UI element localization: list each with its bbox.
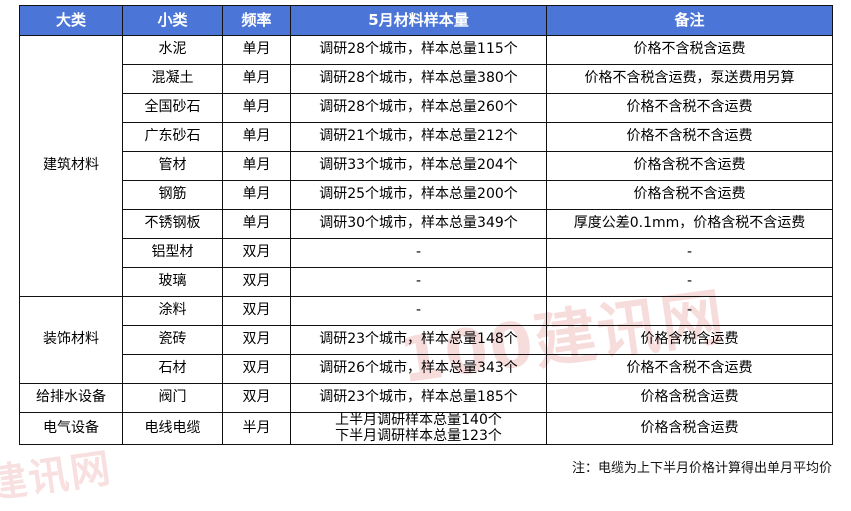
volume-cell: 调研30个城市，样本总量349个 — [290, 209, 547, 239]
note-cell: - — [546, 267, 833, 297]
table-row: 装饰材料 涂料 双月 - - — [19, 296, 833, 384]
header-row: 大类 小类 频率 5月材料样本量 备注 — [19, 5, 833, 36]
note-cell: - — [546, 238, 833, 268]
sample-volume-table-container: 大类 小类 频率 5月材料样本量 备注 建筑材料 水泥 单月 调研28个城市，样… — [19, 5, 833, 446]
subcategory-cell: 电线电缆 — [122, 411, 223, 446]
volume-cell: - — [290, 267, 547, 297]
subcategory-cell: 瓷砖 — [122, 325, 223, 355]
frequency-cell: 单月 — [222, 122, 291, 152]
category-cell-plumbing: 给排水设备 — [19, 383, 123, 413]
table-row: 瓷砖 双月 调研23个城市，样本总量148个 价格含税含运费 — [20, 325, 833, 355]
table-row: 给排水设备 阀门 双月 调研23个城市，样本总量185个 价格含税含运费 — [19, 383, 833, 413]
footer-note: 注：电缆为上下半月价格计算得出单月平均价 — [571, 461, 832, 476]
volume-cell: 调研28个城市，样本总量380个 — [290, 64, 547, 94]
frequency-cell: 单月 — [222, 209, 291, 239]
frequency-cell: 单月 — [222, 151, 291, 181]
volume-cell: 调研23个城市，样本总量148个 — [290, 325, 547, 355]
subcategory-cell: 石材 — [122, 354, 223, 384]
table-header: 大类 小类 频率 5月材料样本量 备注 — [19, 5, 833, 36]
table-row: 铝型材 双月 - - — [20, 238, 833, 268]
frequency-cell: 双月 — [222, 267, 291, 297]
volume-cell: - — [290, 238, 547, 268]
table-row: 石材 双月 调研26个城市，样本总量343个 价格不含税不含运费 — [20, 354, 833, 384]
subcategory-cell: 涂料 — [122, 296, 223, 326]
volume-cell: 调研23个城市，样本总量185个 — [290, 383, 547, 413]
note-cell: 价格不含税不含运费 — [546, 122, 833, 152]
frequency-cell: 单月 — [222, 64, 291, 94]
frequency-cell: 双月 — [222, 383, 291, 413]
note-cell: 价格不含税含运费，泵送费用另算 — [546, 64, 833, 94]
subcategory-cell: 管材 — [122, 151, 223, 181]
category-cell-electrical: 电气设备 — [19, 411, 123, 446]
table-row: 钢筋 单月 调研25个城市，样本总量200个 价格含税不含运费 — [20, 180, 833, 210]
table-row: 混凝土 单月 调研28个城市，样本总量380个 价格不含税含运费，泵送费用另算 — [20, 64, 833, 94]
volume-line-second-half: 下半月调研样本总量123个 — [335, 427, 502, 444]
volume-cell: 调研21个城市，样本总量212个 — [290, 122, 547, 152]
column-header-frequency: 频率 — [222, 5, 291, 36]
volume-cell: 上半月调研样本总量140个 下半月调研样本总量123个 — [290, 411, 547, 446]
frequency-cell: 半月 — [222, 411, 291, 446]
volume-cell: 调研25个城市，样本总量200个 — [290, 180, 547, 210]
volume-cell: 调研28个城市，样本总量115个 — [290, 35, 547, 65]
subcategory-cell: 不锈钢板 — [122, 209, 223, 239]
table-row: 管材 单月 调研33个城市，样本总量204个 价格含税不含运费 — [20, 151, 833, 181]
column-header-subcategory: 小类 — [122, 5, 223, 36]
table-row: 建筑材料 水泥 单月 调研28个城市，样本总量115个 价格不含税含运费 — [19, 35, 833, 297]
category-cell-decoration: 装饰材料 — [19, 296, 123, 384]
column-header-category: 大类 — [19, 5, 123, 36]
volume-line-first-half: 上半月调研样本总量140个 — [335, 412, 502, 428]
note-cell: 价格含税不含运费 — [546, 180, 833, 210]
table-row: 玻璃 双月 - - — [20, 267, 833, 297]
table-body: 建筑材料 水泥 单月 调研28个城市，样本总量115个 价格不含税含运费 混凝土… — [19, 35, 833, 446]
watermark-bottom-left: 建讯网 — [0, 445, 116, 509]
volume-cell: 调研28个城市，样本总量260个 — [290, 93, 547, 123]
note-cell: 价格含税含运费 — [546, 383, 833, 413]
volume-cell: 调研33个城市，样本总量204个 — [290, 151, 547, 181]
category-cell-construction: 建筑材料 — [19, 35, 123, 297]
note-cell: 价格不含税不含运费 — [546, 354, 833, 384]
frequency-cell: 单月 — [222, 180, 291, 210]
subcategory-cell: 玻璃 — [122, 267, 223, 297]
note-cell: 价格不含税不含运费 — [546, 93, 833, 123]
frequency-cell: 双月 — [222, 325, 291, 355]
subcategory-cell: 全国砂石 — [122, 93, 223, 123]
subcategory-cell: 铝型材 — [122, 238, 223, 268]
frequency-cell: 双月 — [222, 238, 291, 268]
subcategory-cell: 阀门 — [122, 383, 223, 413]
column-header-note: 备注 — [546, 5, 833, 36]
table-row: 不锈钢板 单月 调研30个城市，样本总量349个 厚度公差0.1mm，价格含税不… — [20, 209, 833, 239]
table-row: 全国砂石 单月 调研28个城市，样本总量260个 价格不含税不含运费 — [20, 93, 833, 123]
frequency-cell: 双月 — [222, 354, 291, 384]
subcategory-cell: 水泥 — [122, 35, 223, 65]
note-cell: - — [546, 296, 833, 326]
frequency-cell: 单月 — [222, 93, 291, 123]
note-cell: 价格含税含运费 — [546, 411, 833, 446]
subcategory-cell: 广东砂石 — [122, 122, 223, 152]
note-cell: 价格含税不含运费 — [546, 151, 833, 181]
volume-cell: - — [290, 296, 547, 326]
note-cell: 厚度公差0.1mm，价格含税不含运费 — [546, 209, 833, 239]
volume-cell: 调研26个城市，样本总量343个 — [290, 354, 547, 384]
frequency-cell: 单月 — [222, 35, 291, 65]
note-cell: 价格不含税含运费 — [546, 35, 833, 65]
column-header-volume: 5月材料样本量 — [290, 5, 547, 36]
note-cell: 价格含税含运费 — [546, 325, 833, 355]
subcategory-cell: 混凝土 — [122, 64, 223, 94]
table-row: 电气设备 电线电缆 半月 上半月调研样本总量140个 下半月调研样本总量123个… — [19, 411, 833, 446]
table-row: 广东砂石 单月 调研21个城市，样本总量212个 价格不含税不含运费 — [20, 122, 833, 152]
sample-volume-table: 大类 小类 频率 5月材料样本量 备注 建筑材料 水泥 单月 调研28个城市，样… — [19, 5, 833, 446]
frequency-cell: 双月 — [222, 296, 291, 326]
subcategory-cell: 钢筋 — [122, 180, 223, 210]
